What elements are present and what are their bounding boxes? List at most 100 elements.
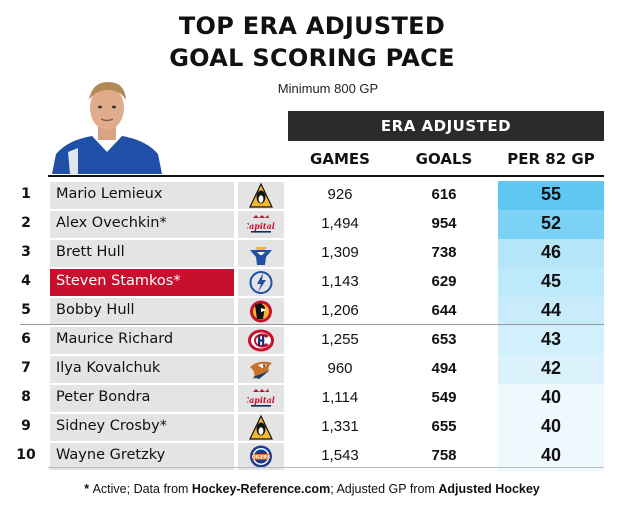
team-logo-cell [238,182,284,209]
canadiens-logo [247,328,275,353]
team-logo-cell: OILERS [238,443,284,470]
goals-value: 629 [431,273,457,290]
pace-value: 42 [540,358,562,378]
footer-source-1: Hockey-Reference.com [191,482,331,496]
table-row: 2 Alex Ovechkin* Capitals 1,494 954 52 [0,210,624,239]
svg-text:OILERS: OILERS [252,455,271,461]
games-value: 1,543 [321,447,359,464]
table-row: 8 Peter Bondra Capitals 1,114 549 40 [0,384,624,413]
games-value: 1,494 [321,215,359,232]
pace-cell: 42 [498,355,604,384]
player-name: Sidney Crosby* [56,418,167,434]
team-logo-cell [238,356,284,383]
column-header-games: GAMES [310,150,370,168]
pace-cell: 43 [498,326,604,355]
svg-text:Capitals: Capitals [247,221,275,231]
table-row: 5 Bobby Hull 1,206 644 44 [0,297,624,326]
player-name-cell: Sidney Crosby* [50,414,234,441]
oilers-logo: OILERS [247,444,275,469]
svg-text:Capitals: Capitals [247,395,275,405]
goals-value: 758 [431,447,457,464]
top-five-divider [20,324,604,325]
era-adjusted-header: ERA ADJUSTED [288,111,604,141]
player-photo [48,74,166,174]
pace-cell: 46 [498,239,604,268]
chart-subtitle: Minimum 800 GP [277,81,379,96]
pace-value: 52 [540,213,562,233]
table-row: 9 Sidney Crosby* 1,331 655 40 [0,413,624,442]
pace-value: 40 [540,445,562,465]
chart-title-line2: GOAL SCORING PACE [169,44,455,72]
games-value: 960 [327,360,353,377]
chart-title-line1: TOP ERA ADJUSTED [178,12,446,40]
goals-value: 738 [431,244,457,261]
table-bottom-divider [48,467,604,468]
team-logo-cell [238,269,284,296]
games-value: 1,331 [321,418,359,435]
pace-cell: 52 [498,210,604,239]
footer-note: * Active; Data from Hockey-Reference.com… [0,482,624,496]
pace-value: 46 [540,242,562,262]
team-logo-cell [238,414,284,441]
games-value: 1,309 [321,244,359,261]
player-name: Ilya Kovalchuk [56,360,161,376]
rank-number: 8 [21,389,31,405]
player-name: Peter Bondra [56,389,151,405]
rank-number: 4 [21,273,31,289]
team-logo-cell: Capitals [238,211,284,238]
footer-asterisk: * [84,482,93,496]
player-name-cell: Bobby Hull [50,298,234,325]
penguins-logo [247,182,275,208]
games-value: 926 [327,186,353,203]
table-row: 4 Steven Stamkos* 1,143 629 45 [0,268,624,297]
pace-value: 44 [540,300,562,320]
rank-number: 2 [21,215,31,231]
player-name-cell: Ilya Kovalchuk [50,356,234,383]
table-row: 3 Brett Hull 1,309 738 46 [0,239,624,268]
penguins-logo [247,414,275,440]
footer-source-2: Adjusted Hockey [438,482,540,496]
goals-value: 494 [431,360,457,377]
pace-cell: 55 [498,181,604,210]
player-name-cell: Mario Lemieux [50,182,234,209]
goals-value: 954 [431,215,457,232]
pace-value: 43 [540,329,562,349]
team-logo-cell [238,298,284,325]
player-name-cell: Brett Hull [50,240,234,267]
blackhawks-logo [247,299,275,324]
goals-value: 653 [431,331,457,348]
rank-number: 6 [21,331,31,347]
player-name-cell: Peter Bondra [50,385,234,412]
pace-value: 40 [540,416,562,436]
rank-number: 7 [21,360,31,376]
pace-cell: 44 [498,297,604,326]
rank-number: 1 [21,186,31,202]
team-logo-cell [238,240,284,267]
team-logo-cell: Capitals [238,385,284,412]
games-value: 1,114 [321,389,359,406]
player-name: Alex Ovechkin* [56,215,167,231]
header-divider [48,175,604,177]
thrashers-logo [247,357,275,382]
pace-cell: 45 [498,268,604,297]
goals-value: 549 [431,389,457,406]
player-name: Wayne Gretzky [56,447,166,463]
rank-number: 5 [21,302,31,318]
games-value: 1,255 [321,331,359,348]
goals-value: 644 [431,302,457,319]
player-name: Steven Stamkos* [56,273,181,289]
player-name: Brett Hull [56,244,125,260]
player-name-cell: Maurice Richard [50,327,234,354]
footer-text-1: Active; Data from [92,482,192,496]
player-name: Maurice Richard [56,331,174,347]
player-name-cell: Wayne Gretzky [50,443,234,470]
capitals-logo: Capitals [243,212,280,237]
rank-number: 9 [21,418,31,434]
column-header-goals: GOALS [415,150,473,168]
blues-logo [247,241,275,266]
pace-value: 55 [540,184,562,204]
table-row: 1 Mario Lemieux 926 616 55 [0,181,624,210]
games-value: 1,143 [321,273,359,290]
player-name-cell: Alex Ovechkin* [50,211,234,238]
table-row: 7 Ilya Kovalchuk 960 494 42 [0,355,624,384]
